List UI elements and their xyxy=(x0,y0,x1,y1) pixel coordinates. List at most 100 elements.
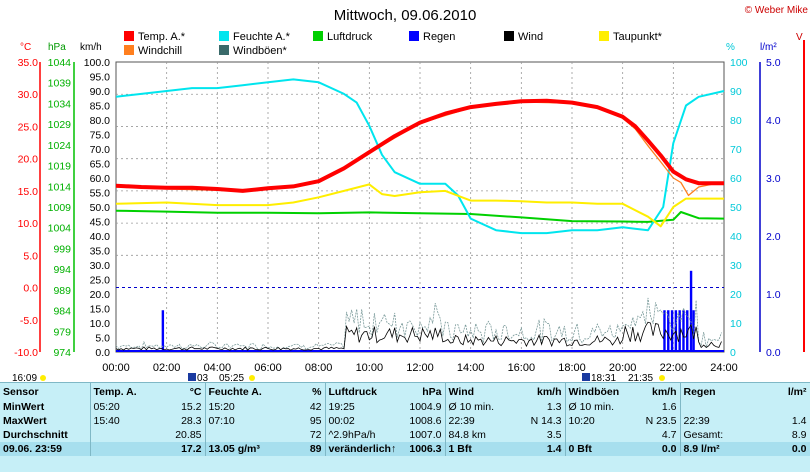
stats-cell: 15.2 xyxy=(160,400,206,414)
stats-cell: Feuchte A. xyxy=(208,385,262,398)
sunrise-icon xyxy=(249,375,255,381)
stats-cell: 15:20 xyxy=(208,401,235,413)
x-tick-label: 04:00 xyxy=(204,362,232,374)
stats-cell: Temp. A. xyxy=(93,385,137,398)
axis-tick-label: -5.0 xyxy=(20,315,38,327)
stats-cell: 95 xyxy=(285,414,326,428)
gust-line xyxy=(115,297,722,351)
axis-tick-label: -10.0 xyxy=(14,347,38,359)
rain-bar xyxy=(689,270,693,352)
axis-tick-label: 95.0 xyxy=(90,72,111,84)
axis-tick-label: 75.0 xyxy=(90,130,111,142)
stats-cell xyxy=(565,428,635,442)
axis-tick-label: 85.0 xyxy=(90,101,111,113)
stats-row: MaxWert 15:40 28.3 07:10 95 00:02 1008.6 22:39 N… xyxy=(0,414,810,428)
x-tick-label: 06:00 xyxy=(254,362,282,374)
x-tick-label: 10:00 xyxy=(356,362,384,374)
stats-cell: 1.6 xyxy=(635,400,681,414)
axis-tick-label: 40 xyxy=(730,231,742,243)
stats-cell: 8.9 l/m² xyxy=(680,442,750,456)
stats-cell: 1.4 xyxy=(750,414,810,428)
rain-bar xyxy=(678,310,681,352)
axis-tick-label: 90.0 xyxy=(90,86,111,98)
stats-row: MinWert 05:20 15.2 15:20 42 19:25 1004.9 Ø 10 m… xyxy=(0,400,810,414)
stats-cell: Luftdruck xyxy=(328,385,377,398)
events-row: 16:09 03 05:25 18:31 21:35 xyxy=(12,373,665,382)
stats-cell: 1006.3 xyxy=(400,442,446,456)
stats-cell: Wind xyxy=(448,385,475,398)
stats-cell: 20.85 xyxy=(160,428,206,442)
stats-cell: Ø 10 min. xyxy=(448,401,495,413)
series-line-press xyxy=(115,209,725,223)
stats-cell xyxy=(90,428,160,442)
axis-tick-label: 40.0 xyxy=(90,231,111,243)
stats-cell: 89 xyxy=(285,442,326,456)
axis-tick-label: 4.0 xyxy=(766,115,781,127)
axis-tick-label: 1019 xyxy=(48,161,72,173)
rain-bar xyxy=(692,310,695,352)
stats-cell: 09.06. 23:59 xyxy=(0,442,91,456)
stats-row: Sensor Temp. A. °C Feuchte A.% Luftdruck hPa W… xyxy=(0,383,810,400)
x-tick-label: 02:00 xyxy=(153,362,181,374)
legend: Temp. A.* Feuchte A.* Luftdruck Regen Wind Ta… xyxy=(124,31,663,57)
legend-swatch xyxy=(219,31,229,41)
axis-tick-label: 1039 xyxy=(48,78,72,90)
axis-tick-label: 20.0 xyxy=(18,154,39,166)
stats-cell: 0.0 xyxy=(635,442,681,456)
legend-label: Regen xyxy=(423,31,455,43)
left-time: 16:09 xyxy=(12,373,37,382)
legend-swatch xyxy=(313,31,323,41)
x-tick-label: 12:00 xyxy=(406,362,434,374)
axis-tick-label: 80.0 xyxy=(90,115,111,127)
axis-tick-label: 60.0 xyxy=(90,173,111,185)
stats-cell: 05:20 xyxy=(93,401,120,413)
stats-row: 09.06. 23:59 17.2 13.05 g/m³ 89 veränderlich… xyxy=(0,442,810,456)
stats-cell: 1004.9 xyxy=(400,400,446,414)
legend-label: Wind xyxy=(518,31,543,43)
axis-tick-label: 1044 xyxy=(48,57,72,69)
rain-bar xyxy=(667,310,670,352)
legend-label: Taupunkt* xyxy=(613,31,663,43)
stats-cell: Sensor xyxy=(0,383,91,400)
weather-chart: Mittwoch, 09.06.2010 © Weber Mike Temp. … xyxy=(12,5,809,382)
wind-axis-unit: km/h xyxy=(80,42,102,53)
axis-tick-label: 1024 xyxy=(48,140,72,152)
legend-label: Luftdruck xyxy=(327,31,373,43)
x-tick-label: 24:00 xyxy=(710,362,738,374)
stats-cell: Ø 10 min. xyxy=(568,401,615,413)
axis-tick-label: 45.0 xyxy=(90,217,111,229)
legend-label: Windchill xyxy=(138,45,182,57)
copyright: © Weber Mike xyxy=(745,5,809,16)
wind-trace xyxy=(115,297,722,351)
stats-cell: % xyxy=(285,383,326,400)
stats-cell: 15:40 xyxy=(93,415,120,427)
axis-tick-label: 35.0 xyxy=(18,57,39,69)
stats-cell: 0.0 xyxy=(750,442,810,456)
legend-swatch xyxy=(504,31,514,41)
axis-tick-label: 70.0 xyxy=(90,144,111,156)
axis-tick-label: 20.0 xyxy=(90,289,111,301)
stats-cell xyxy=(90,442,160,456)
sunrise-time: 05:25 xyxy=(219,373,244,382)
x-ticks: 00:00 02:00 04:00 06:00 08:00 10:00 12:00 14:00… xyxy=(102,362,738,374)
legend-swatch xyxy=(409,31,419,41)
rain-bars xyxy=(116,270,724,352)
stats-cell xyxy=(750,400,810,414)
moon-rise-time: 21:35 xyxy=(628,373,653,382)
sunset-icon xyxy=(659,375,665,381)
axis-tick-label: 5.0 xyxy=(766,57,781,69)
legend-swatch xyxy=(124,45,134,55)
axis-tick-label: 0.0 xyxy=(23,283,38,295)
axis-tick-label: 10 xyxy=(730,318,742,330)
legend-swatch xyxy=(124,31,134,41)
axis-tick-label: 100.0 xyxy=(84,57,110,69)
rain-bar xyxy=(682,310,685,352)
stats-panel: Sensor Temp. A. °C Feuchte A.% Luftdruck hPa W… xyxy=(0,382,810,472)
axis-tick-label: 80 xyxy=(730,115,742,127)
stats-cell: veränderlich↑ xyxy=(325,442,400,456)
sunset-time: 18:31 xyxy=(591,373,616,382)
press-axis-unit: hPa xyxy=(48,42,66,53)
x-tick-label: 08:00 xyxy=(305,362,333,374)
moon-rise-icon xyxy=(582,373,590,381)
stats-cell: °C xyxy=(160,383,206,400)
